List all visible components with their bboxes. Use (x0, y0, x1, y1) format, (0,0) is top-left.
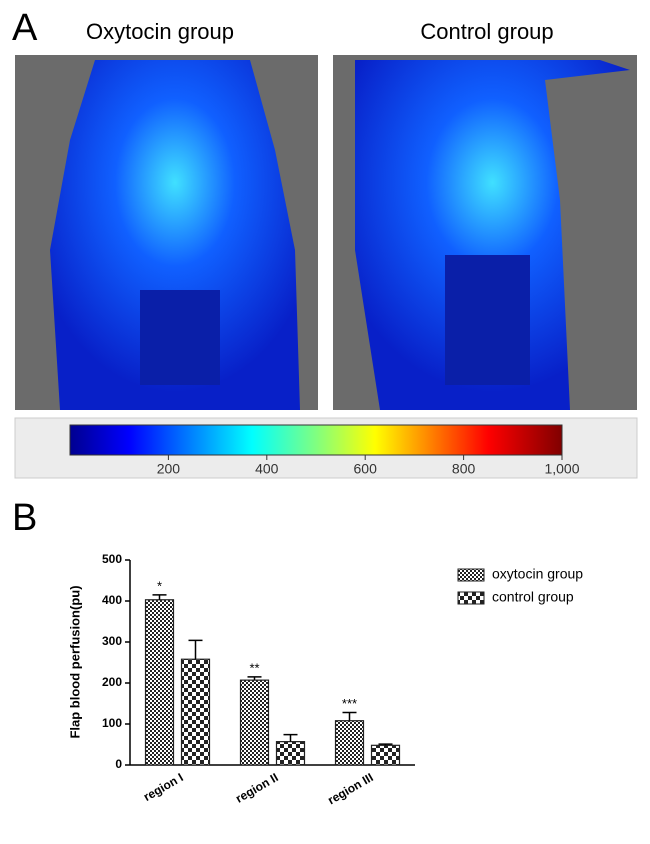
error-bar (378, 743, 393, 746)
y-tick-label: 200 (102, 675, 122, 689)
colorbar-tick-label: 1,000 (544, 461, 579, 477)
colorbar (69, 424, 563, 456)
y-tick-label: 0 (115, 757, 122, 771)
legend-swatch (457, 591, 485, 605)
panel-label: B (12, 497, 37, 539)
error-bar (152, 594, 167, 600)
bar (144, 599, 175, 766)
bar (239, 679, 270, 766)
colorbar-tick-label: 200 (157, 461, 181, 477)
bar (334, 720, 365, 766)
image-title: Control group (420, 19, 553, 44)
y-tick-label: 300 (102, 634, 122, 648)
y-axis-label: Flap blood perfusion(pu) (67, 585, 82, 738)
perfusion-image (333, 55, 637, 410)
error-bar (283, 733, 298, 742)
y-tick-label: 400 (102, 593, 122, 607)
error-bar (247, 676, 262, 681)
colorbar-tick-label: 600 (354, 461, 378, 477)
image-title: Oxytocin group (86, 19, 234, 44)
bar (370, 744, 401, 766)
legend-label: oxytocin group (492, 566, 583, 582)
significance-label: * (157, 578, 162, 593)
panel-label: A (12, 7, 38, 49)
x-tick-label: region I (141, 770, 186, 804)
y-tick-label: 500 (102, 552, 122, 566)
perfusion-image (15, 55, 318, 410)
x-tick-label: region II (233, 770, 280, 805)
bar (275, 741, 306, 766)
legend-label: control group (492, 589, 574, 605)
colorbar-tick-label: 800 (452, 461, 476, 477)
x-tick-label: region III (325, 770, 375, 807)
significance-label: *** (342, 696, 357, 711)
bar (180, 658, 211, 766)
error-bar (188, 639, 203, 660)
legend-swatch (457, 568, 485, 582)
colorbar-tick-label: 400 (255, 461, 279, 477)
significance-label: ** (249, 660, 259, 675)
error-bar (342, 711, 357, 721)
y-tick-label: 100 (102, 716, 122, 730)
